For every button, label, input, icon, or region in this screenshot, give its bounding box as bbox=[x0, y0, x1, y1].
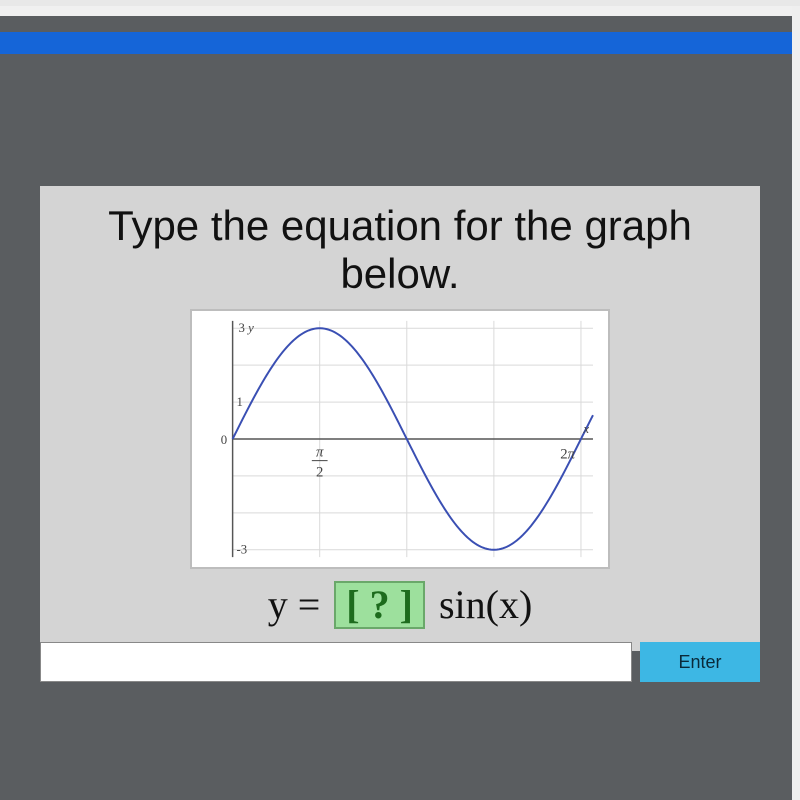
prompt-line-2: below. bbox=[340, 250, 459, 297]
svg-text:2π: 2π bbox=[560, 446, 575, 462]
equation-prefix: y = bbox=[268, 582, 331, 627]
svg-text:0: 0 bbox=[221, 433, 227, 447]
answer-row: Enter bbox=[40, 642, 760, 682]
svg-text:2: 2 bbox=[316, 464, 323, 480]
equation-blank[interactable]: [ ? ] bbox=[334, 581, 425, 629]
blank-placeholder: ? bbox=[370, 582, 390, 627]
svg-text:π: π bbox=[316, 444, 324, 460]
question-card: Type the equation for the graph below. 3… bbox=[40, 186, 760, 651]
equation-template: y = [ ? ] sin(x) bbox=[58, 581, 742, 629]
prompt-text: Type the equation for the graph below. bbox=[58, 202, 742, 299]
answer-input[interactable] bbox=[40, 642, 632, 682]
window-titlebar bbox=[0, 6, 800, 16]
prompt-line-1: Type the equation for the graph bbox=[108, 202, 692, 249]
svg-text:-3: -3 bbox=[237, 542, 248, 556]
enter-button[interactable]: Enter bbox=[640, 642, 760, 682]
app-frame: Type the equation for the graph below. 3… bbox=[0, 0, 800, 800]
svg-text:1: 1 bbox=[237, 395, 243, 409]
graph-container: 3 y 1 -3 0 π 2 2π x bbox=[190, 309, 610, 569]
svg-text:x: x bbox=[582, 422, 589, 436]
header-bar bbox=[0, 32, 800, 54]
svg-text:3 y: 3 y bbox=[239, 321, 255, 335]
equation-suffix: sin(x) bbox=[429, 582, 532, 627]
graph-svg: 3 y 1 -3 0 π 2 2π x bbox=[192, 311, 608, 567]
right-edge bbox=[792, 6, 800, 800]
